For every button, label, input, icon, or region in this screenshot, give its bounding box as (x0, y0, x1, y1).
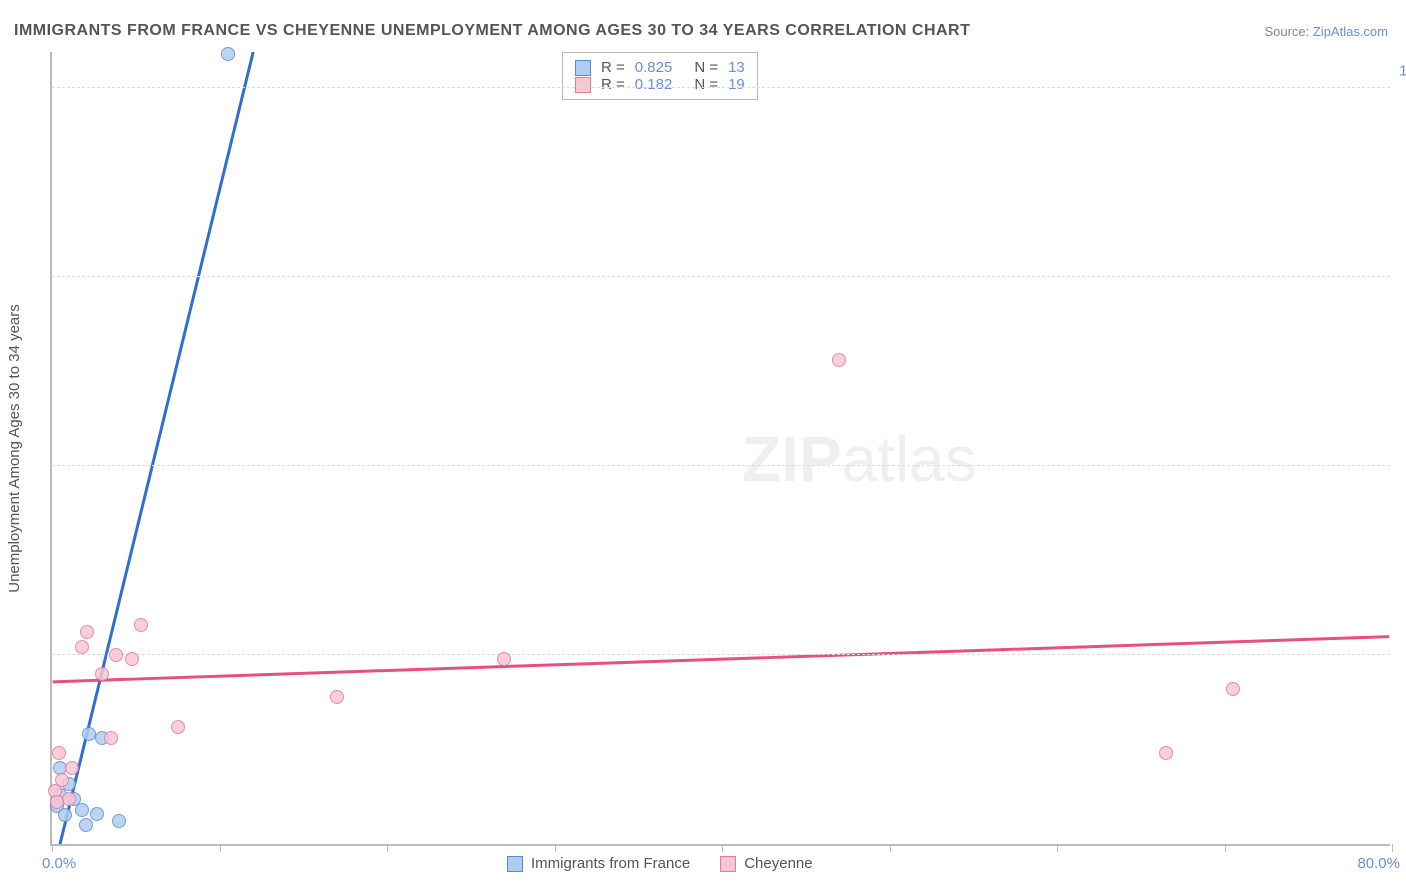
gridline (52, 465, 1390, 466)
data-point (75, 803, 89, 817)
watermark-bold: ZIP (742, 423, 842, 495)
watermark-light: atlas (842, 423, 977, 495)
n-label: N = (694, 76, 718, 93)
y-axis-label: Unemployment Among Ages 30 to 34 years (6, 304, 23, 593)
data-point (221, 47, 235, 61)
data-point (134, 618, 148, 632)
correlation-legend: R = 0.825 N = 13 R = 0.182 N = 19 (562, 52, 758, 100)
data-point (65, 761, 79, 775)
y-tick-label: 100.0% (1399, 62, 1406, 79)
x-axis-max-label: 80.0% (1357, 855, 1400, 872)
r-value: 0.182 (635, 76, 673, 93)
x-tick (387, 844, 388, 852)
series-legend: Immigrants from France Cheyenne (507, 855, 813, 872)
data-point (497, 652, 511, 666)
gridline (52, 276, 1390, 277)
legend-row: R = 0.182 N = 19 (575, 76, 745, 93)
data-point (75, 640, 89, 654)
data-point (1159, 746, 1173, 760)
x-tick (890, 844, 891, 852)
data-point (80, 625, 94, 639)
gridline (52, 87, 1390, 88)
n-value: 19 (728, 76, 745, 93)
data-point (82, 727, 96, 741)
data-point (104, 731, 118, 745)
data-point (95, 667, 109, 681)
legend-row: R = 0.825 N = 13 (575, 59, 745, 76)
x-tick (1392, 844, 1393, 852)
watermark: ZIPatlas (742, 422, 977, 496)
legend-swatch (575, 60, 591, 76)
source-prefix: Source: (1264, 24, 1312, 39)
x-tick (220, 844, 221, 852)
data-point (79, 818, 93, 832)
x-tick (1225, 844, 1226, 852)
data-point (330, 690, 344, 704)
data-point (52, 746, 66, 760)
r-label: R = (601, 76, 625, 93)
chart-title: IMMIGRANTS FROM FRANCE VS CHEYENNE UNEMP… (14, 22, 970, 40)
series-name: Cheyenne (744, 855, 812, 872)
gridline (52, 654, 1390, 655)
n-value: 13 (728, 59, 745, 76)
data-point (125, 652, 139, 666)
trend-line (53, 52, 253, 844)
source-attribution: Source: ZipAtlas.com (1264, 24, 1388, 39)
legend-item: Immigrants from France (507, 855, 690, 872)
legend-swatch (720, 856, 736, 872)
plot-area: ZIPatlas R =0.825N =13R = 0.182N =19 0.0… (50, 52, 1390, 846)
data-point (109, 648, 123, 662)
legend-swatch (575, 77, 591, 93)
series-name: Immigrants from France (531, 855, 690, 872)
n-label: N = (694, 59, 718, 76)
trend-lines-layer (52, 52, 1390, 844)
trend-line (53, 637, 1390, 682)
data-point (1226, 682, 1240, 696)
x-tick (722, 844, 723, 852)
x-axis-min-label: 0.0% (42, 855, 76, 872)
source-link[interactable]: ZipAtlas.com (1313, 24, 1388, 39)
data-point (50, 795, 64, 809)
data-point (832, 353, 846, 367)
r-value: 0.825 (635, 59, 673, 76)
x-tick (555, 844, 556, 852)
data-point (171, 720, 185, 734)
data-point (90, 807, 104, 821)
data-point (58, 808, 72, 822)
legend-swatch (507, 856, 523, 872)
x-tick (1057, 844, 1058, 852)
data-point (112, 814, 126, 828)
r-label: R = (601, 59, 625, 76)
legend-item: Cheyenne (720, 855, 812, 872)
x-tick (52, 844, 53, 852)
